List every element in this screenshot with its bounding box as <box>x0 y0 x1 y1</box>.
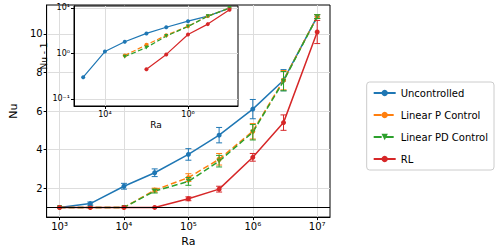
svg-text:Linear PD Control: Linear PD Control <box>401 132 488 143</box>
svg-text:10⁶: 10⁶ <box>244 221 261 232</box>
svg-text:10¹: 10¹ <box>57 3 70 12</box>
svg-text:8: 8 <box>36 67 43 78</box>
svg-text:Nu: Nu <box>7 103 20 118</box>
svg-text:10⁴: 10⁴ <box>98 110 111 119</box>
svg-text:Ra: Ra <box>181 235 195 248</box>
svg-text:6: 6 <box>36 106 42 117</box>
svg-text:Uncontrolled: Uncontrolled <box>401 88 465 99</box>
svg-text:Nu - 1: Nu - 1 <box>39 42 49 69</box>
svg-text:10⁴: 10⁴ <box>116 221 133 232</box>
svg-text:4: 4 <box>36 144 42 155</box>
svg-text:2: 2 <box>36 183 42 194</box>
svg-text:10⁶: 10⁶ <box>181 110 194 119</box>
svg-text:RL: RL <box>401 154 414 165</box>
svg-text:10⁻¹: 10⁻¹ <box>52 94 70 103</box>
svg-text:10⁰: 10⁰ <box>57 49 70 58</box>
svg-text:10⁵: 10⁵ <box>180 221 197 232</box>
svg-text:10⁷: 10⁷ <box>309 221 326 232</box>
svg-text:Ra: Ra <box>150 120 162 130</box>
svg-text:Linear P Control: Linear P Control <box>401 110 481 121</box>
svg-text:10³: 10³ <box>51 221 68 232</box>
svg-text:10: 10 <box>30 28 43 39</box>
